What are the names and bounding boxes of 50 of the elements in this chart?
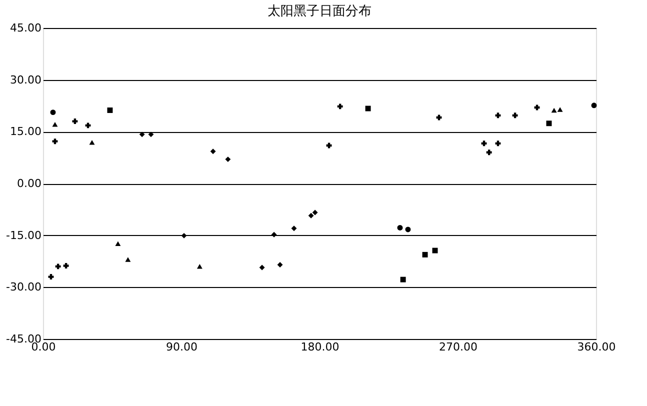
point [557, 107, 563, 112]
point [551, 108, 557, 113]
point [397, 225, 403, 230]
point [52, 138, 58, 144]
point [52, 122, 58, 127]
y-tick-label: 0.00 [17, 177, 42, 190]
y-tick-label: 15.00 [10, 125, 42, 138]
point [308, 212, 314, 218]
point [107, 108, 113, 113]
point [48, 274, 54, 280]
point [210, 148, 216, 154]
point [181, 232, 187, 238]
point [125, 257, 131, 262]
y-tick-label: -15.00 [6, 228, 42, 242]
x-tick-label: 270.00 [439, 340, 478, 354]
x-tick-label: 180.00 [300, 340, 340, 354]
chart-title: 太阳黑子日面分布 [268, 4, 372, 19]
point [365, 106, 371, 112]
point [512, 112, 518, 118]
point [115, 241, 121, 246]
y-tick-label: -30.00 [6, 280, 42, 294]
point [259, 264, 265, 270]
y-tick-label: 45.00 [10, 22, 42, 34]
point [405, 226, 411, 232]
y-tick-label: 30.00 [10, 73, 42, 86]
point [277, 262, 283, 268]
point [432, 248, 438, 254]
x-tick-label: 90.00 [166, 340, 198, 354]
point [546, 120, 552, 126]
point [89, 140, 95, 145]
point [326, 142, 332, 148]
point [337, 104, 343, 110]
point [225, 156, 231, 162]
point [481, 140, 487, 146]
point [148, 132, 154, 138]
point [50, 110, 56, 116]
point [422, 252, 428, 258]
point [72, 118, 78, 124]
point [271, 232, 277, 238]
point [55, 264, 61, 270]
point [486, 150, 492, 156]
point [312, 210, 318, 216]
point [534, 104, 540, 110]
x-tick-label: 360.00 [577, 340, 616, 354]
point [291, 226, 297, 232]
point [63, 263, 69, 268]
point [196, 264, 202, 269]
point [400, 276, 406, 282]
point [591, 102, 597, 108]
point [139, 132, 145, 138]
